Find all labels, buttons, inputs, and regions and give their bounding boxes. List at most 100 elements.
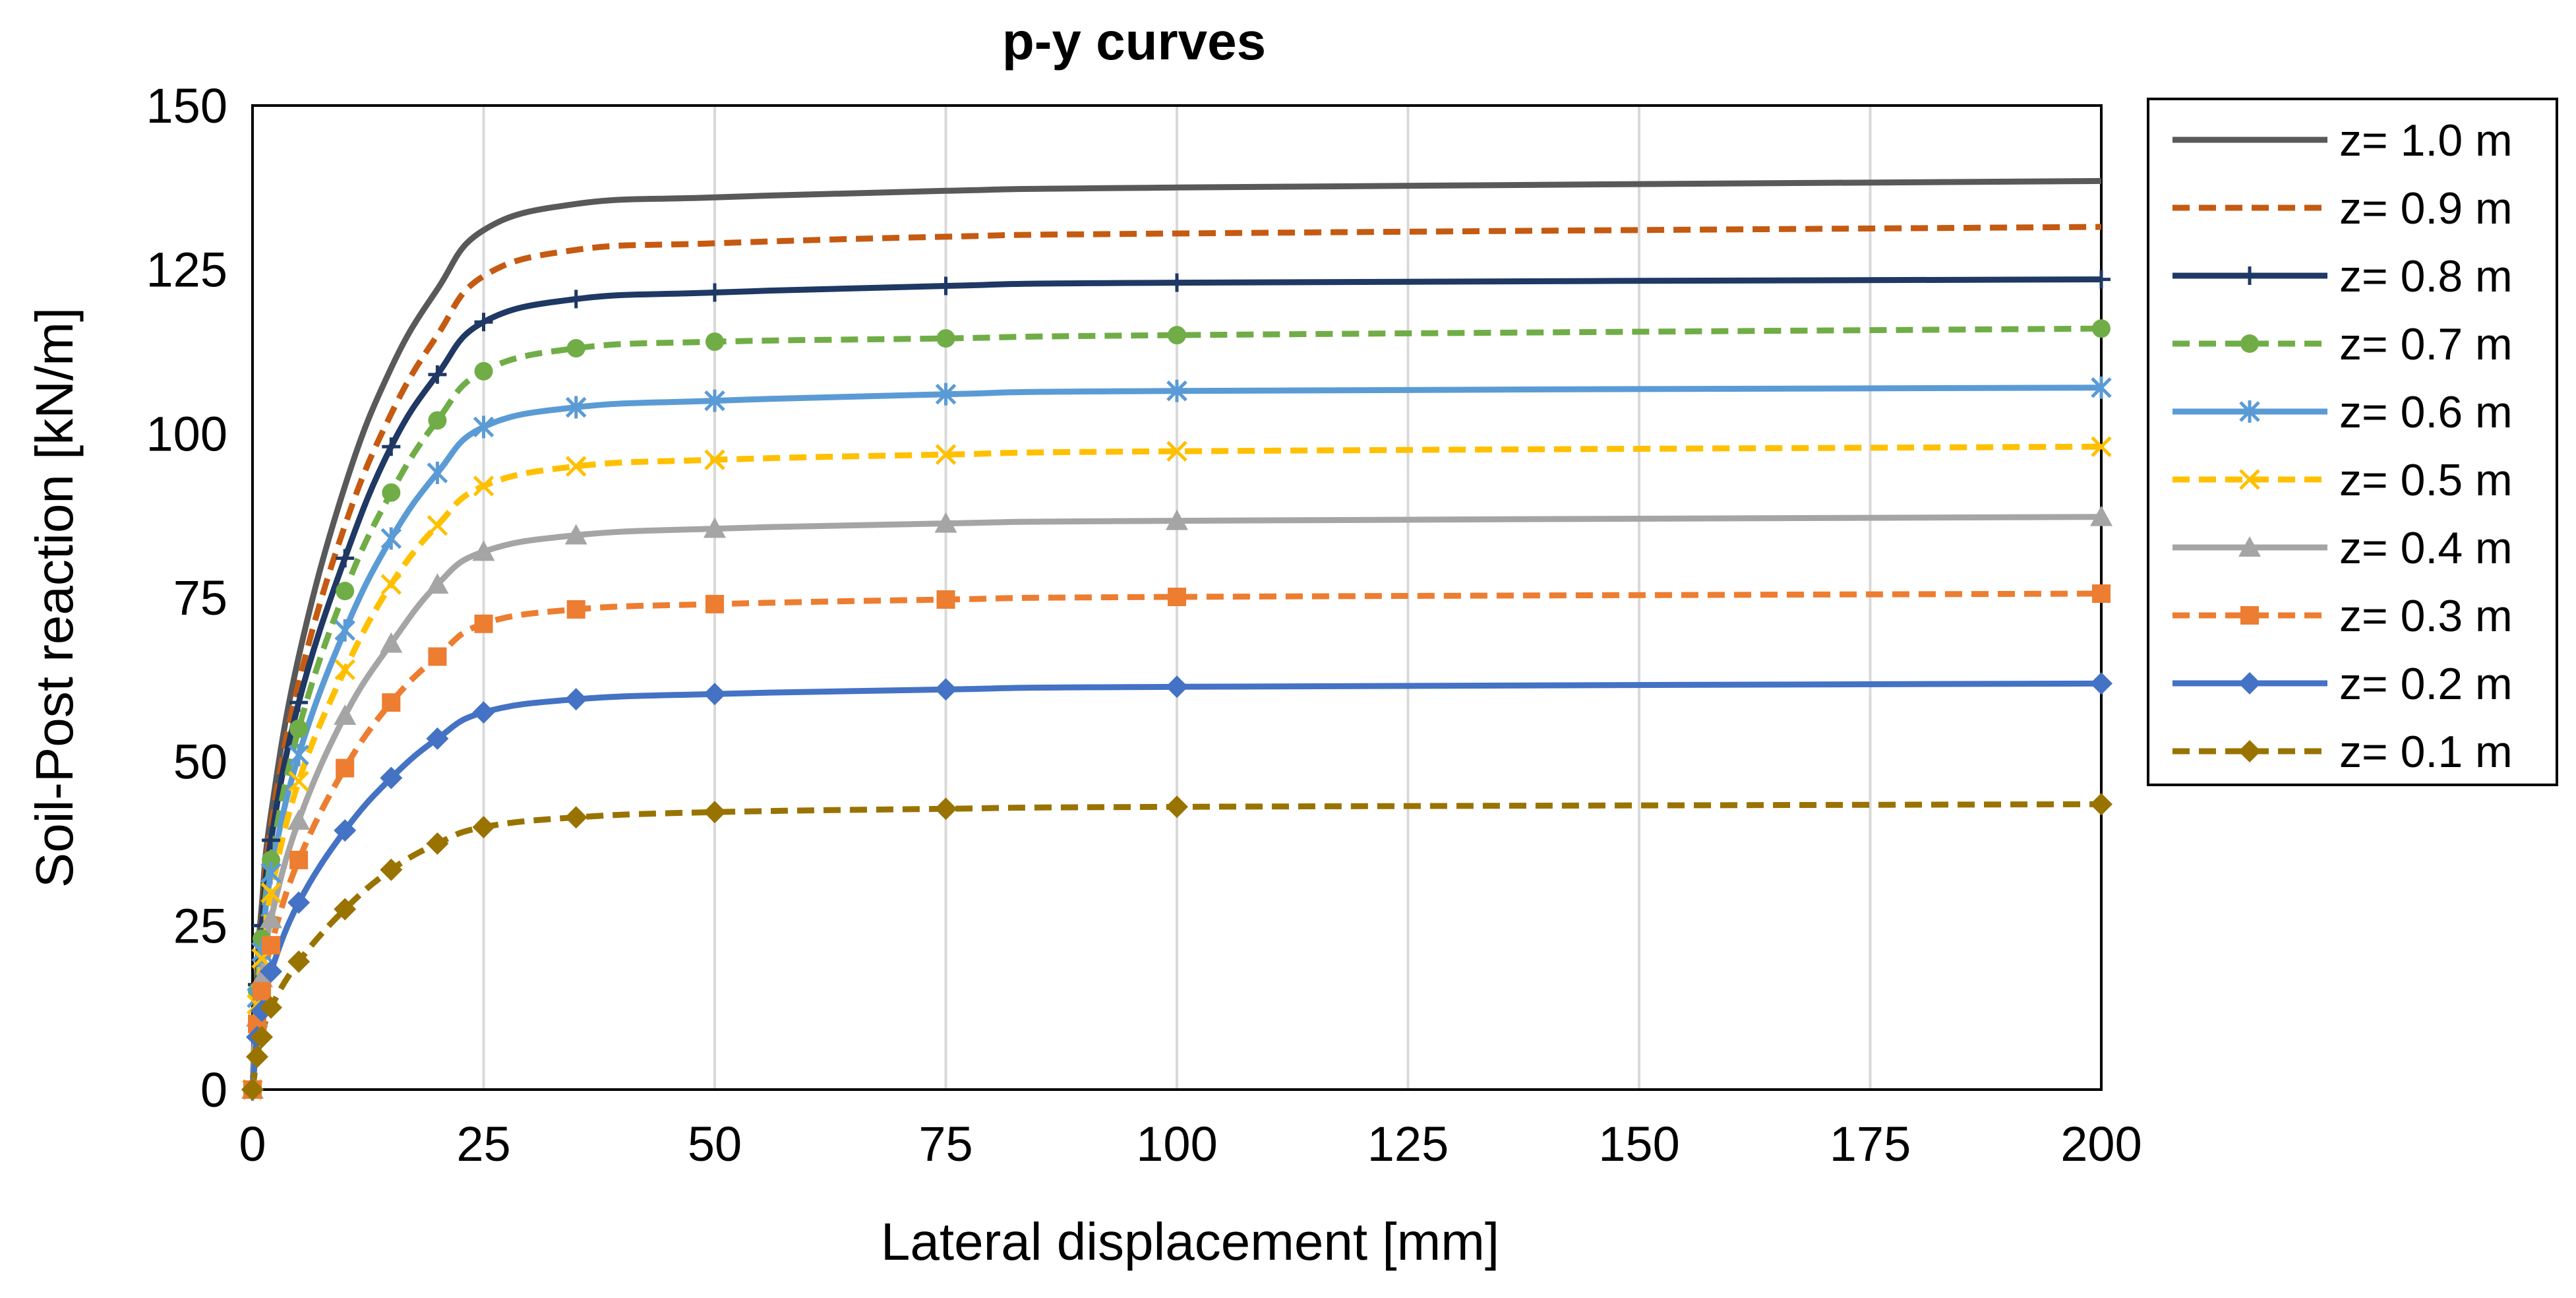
data-point-marker <box>1168 326 1186 345</box>
data-point-marker <box>241 1078 264 1101</box>
legend-label-6: z= 0.5 m <box>2339 455 2513 505</box>
legend-label-8: z= 0.3 m <box>2339 591 2513 641</box>
data-point-marker <box>934 797 957 820</box>
legend-label-9: z= 0.2 m <box>2339 659 2513 709</box>
data-point-marker <box>704 517 726 538</box>
data-point-marker <box>288 770 309 792</box>
data-point-marker <box>566 339 585 358</box>
data-point-marker <box>334 898 357 921</box>
legend-label-4: z= 0.7 m <box>2339 319 2513 369</box>
data-point-marker <box>566 290 585 309</box>
data-point-marker <box>260 960 283 983</box>
x-tick-label: 75 <box>918 1117 973 1171</box>
data-point-marker <box>564 806 587 829</box>
data-point-marker <box>336 549 355 568</box>
data-point-marker <box>474 361 493 381</box>
legend-marker-8 <box>2240 606 2259 625</box>
x-tick-label: 150 <box>1598 1117 1679 1171</box>
y-tick-label: 75 <box>173 571 227 625</box>
data-point-marker <box>2090 672 2112 695</box>
y-axis-title: Soil-Post reaction [kN/m] <box>25 307 84 888</box>
legend-frame <box>2147 98 2558 786</box>
data-point-marker <box>1166 509 1188 530</box>
data-point-marker <box>289 719 309 738</box>
data-point-marker <box>426 832 449 855</box>
data-point-marker <box>289 693 309 712</box>
data-point-marker <box>336 758 355 778</box>
data-point-marker <box>1168 273 1186 292</box>
data-point-marker <box>262 850 281 869</box>
data-point-marker <box>262 936 281 955</box>
y-tick-label: 125 <box>146 243 227 297</box>
legend-label-5: z= 0.6 m <box>2339 387 2513 437</box>
data-point-marker <box>934 512 957 533</box>
tick-labels: 0 25 50 75 100 125 150 175 200 0 25 50 75 100 125 150 <box>146 78 2142 1171</box>
y-tick-label: 0 <box>200 1063 227 1117</box>
data-point-marker <box>705 332 724 352</box>
series-markers <box>241 270 2112 1101</box>
data-point-marker <box>380 766 403 789</box>
legend-marker-4 <box>2240 334 2259 353</box>
data-point-marker <box>289 850 309 869</box>
data-point-marker <box>704 389 725 412</box>
data-point-marker <box>382 483 401 502</box>
data-point-marker <box>2092 319 2111 338</box>
data-point-marker <box>934 678 957 701</box>
data-point-marker <box>426 573 449 594</box>
data-point-marker <box>565 456 587 477</box>
data-point-marker <box>334 659 355 681</box>
data-point-marker <box>262 831 281 850</box>
legend-marker-5 <box>2239 400 2260 423</box>
data-point-marker <box>287 950 311 974</box>
legend: z= 1.0 m z= 0.9 m z= 0.8 m z= 0.7 m z= 0.6 m… <box>2147 98 2558 786</box>
data-point-marker <box>380 858 403 881</box>
legend-label-2: z= 0.9 m <box>2339 183 2513 233</box>
y-tick-label: 50 <box>173 735 227 789</box>
data-point-marker <box>246 1045 269 1068</box>
data-point-marker <box>428 647 447 666</box>
data-point-marker <box>2091 436 2112 457</box>
data-point-marker <box>936 590 955 609</box>
data-point-marker <box>936 329 955 348</box>
data-point-marker <box>472 816 495 839</box>
x-tick-label: 0 <box>239 1117 266 1171</box>
x-tick-label: 200 <box>2060 1117 2142 1171</box>
data-point-marker <box>428 365 447 384</box>
data-point-marker <box>936 276 955 295</box>
data-point-marker <box>2092 270 2111 289</box>
y-tick-label: 150 <box>146 78 227 133</box>
data-point-marker <box>1168 588 1186 607</box>
data-point-marker <box>474 614 493 633</box>
data-point-marker <box>473 416 494 439</box>
data-point-marker <box>564 524 587 545</box>
data-point-marker <box>705 594 724 613</box>
x-tick-label: 50 <box>688 1117 742 1171</box>
data-point-marker <box>427 514 448 536</box>
x-tick-label: 25 <box>456 1117 510 1171</box>
legend-items: z= 1.0 m z= 0.9 m z= 0.8 m z= 0.7 m z= 0.6 m… <box>2172 115 2513 777</box>
data-point-marker <box>704 801 726 824</box>
data-point-marker <box>287 809 311 830</box>
data-point-marker <box>704 449 725 470</box>
data-point-marker <box>1166 795 1188 819</box>
data-point-marker <box>382 437 401 456</box>
data-point-marker <box>380 527 402 550</box>
legend-label-1: z= 1.0 m <box>2339 115 2513 166</box>
legend-label-7: z= 0.4 m <box>2339 523 2513 573</box>
data-point-marker <box>565 396 587 419</box>
series-line-1 <box>249 177 2102 1090</box>
legend-marker-10 <box>2238 740 2261 762</box>
data-point-marker <box>1166 379 1187 402</box>
data-point-marker <box>472 540 495 561</box>
data-point-marker <box>251 1026 274 1049</box>
data-point-marker <box>287 891 311 914</box>
data-point-marker <box>427 462 448 485</box>
data-point-marker <box>472 701 495 724</box>
legend-label-3: z= 0.8 m <box>2339 251 2513 301</box>
y-tick-label: 100 <box>146 406 227 461</box>
data-point-marker <box>428 411 447 430</box>
legend-marker-3 <box>2240 266 2259 285</box>
data-point-marker <box>334 704 357 726</box>
data-point-marker <box>334 819 357 842</box>
data-point-marker <box>474 313 493 332</box>
